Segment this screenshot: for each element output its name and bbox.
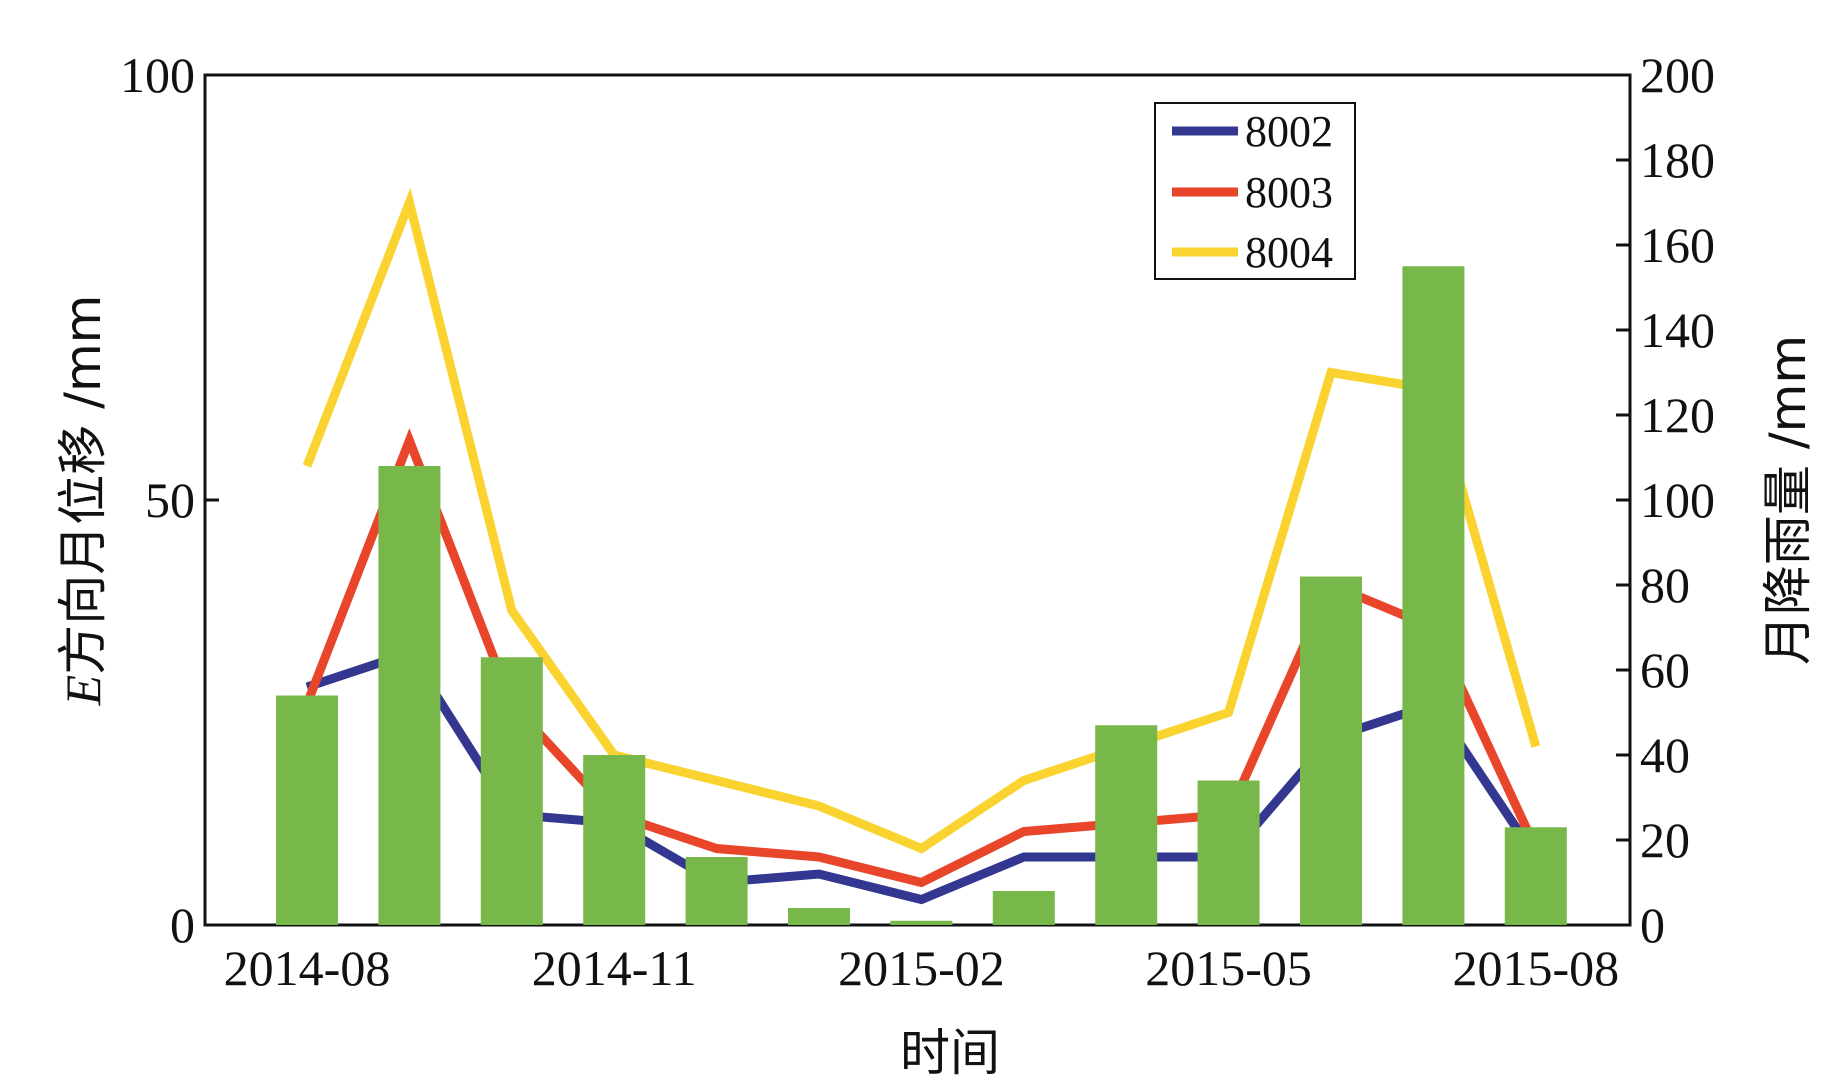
- right-tick-label-0: 0: [1640, 897, 1665, 953]
- rainfall-bar-2015-01: [788, 908, 850, 925]
- right-tick-label-180: 180: [1640, 132, 1715, 188]
- rainfall-bar-2015-07: [1402, 266, 1465, 925]
- right-tick-label-160: 160: [1640, 217, 1715, 273]
- right-tick-label-60: 60: [1640, 642, 1690, 698]
- right-tick-label-200: 200: [1640, 47, 1715, 103]
- rainfall-bars: [276, 266, 1567, 925]
- legend: 8002 8003 8004: [1154, 102, 1356, 280]
- x-tick-label-2015-05: 2015-05: [1145, 940, 1312, 996]
- right-axis-ticks: 0 20 40 60 80 100 120 140 160 180 200: [1616, 47, 1715, 953]
- left-tick-label-50: 50: [145, 472, 195, 528]
- legend-label-8004: 8004: [1245, 228, 1333, 277]
- left-tick-label-100: 100: [120, 47, 195, 103]
- right-tick-label-140: 140: [1640, 302, 1715, 358]
- x-tick-label-2015-08: 2015-08: [1452, 940, 1619, 996]
- right-axis-title: 月降雨量 /mm: [1759, 335, 1817, 665]
- left-axis-title: E方向月位移 /mm: [54, 295, 112, 707]
- rainfall-bar-2014-10: [480, 657, 543, 925]
- x-axis-ticks: 2014-08 2014-11 2015-02 2015-05 2015-08: [224, 940, 1619, 996]
- series-line-8004: [302, 187, 1541, 854]
- rainfall-bar-2014-08: [276, 695, 338, 925]
- right-tick-label-80: 80: [1640, 557, 1690, 613]
- rainfall-bar-2015-05: [1197, 780, 1260, 925]
- rainfall-bar-2015-02: [890, 920, 953, 925]
- left-axis-title-text: 方向月位移 /mm: [54, 295, 112, 675]
- legend-label-8003: 8003: [1245, 168, 1333, 217]
- right-tick-label-100: 100: [1640, 472, 1715, 528]
- right-tick-label-20: 20: [1640, 812, 1690, 868]
- left-axis-ticks: 0 50 100: [120, 47, 219, 953]
- x-tick-label-2015-02: 2015-02: [838, 940, 1005, 996]
- right-tick-label-40: 40: [1640, 727, 1690, 783]
- rainfall-bar-2015-03: [992, 891, 1055, 925]
- rainfall-bar-2014-11: [583, 755, 646, 925]
- left-tick-label-0: 0: [170, 897, 195, 953]
- rainfall-bar-2014-09: [378, 466, 441, 925]
- left-axis-title-prefix: E: [55, 675, 111, 707]
- x-tick-label-2014-08: 2014-08: [224, 940, 391, 996]
- x-tick-label-2014-11: 2014-11: [532, 940, 697, 996]
- right-tick-label-120: 120: [1640, 387, 1715, 443]
- rainfall-bar-2015-08: [1504, 827, 1567, 925]
- legend-label-8002: 8002: [1245, 107, 1333, 156]
- x-axis-title: 时间: [900, 1024, 1000, 1082]
- rainfall-bar-2014-12: [685, 857, 748, 925]
- rainfall-bar-2015-06: [1300, 576, 1362, 925]
- rainfall-bar-2015-04: [1095, 725, 1158, 925]
